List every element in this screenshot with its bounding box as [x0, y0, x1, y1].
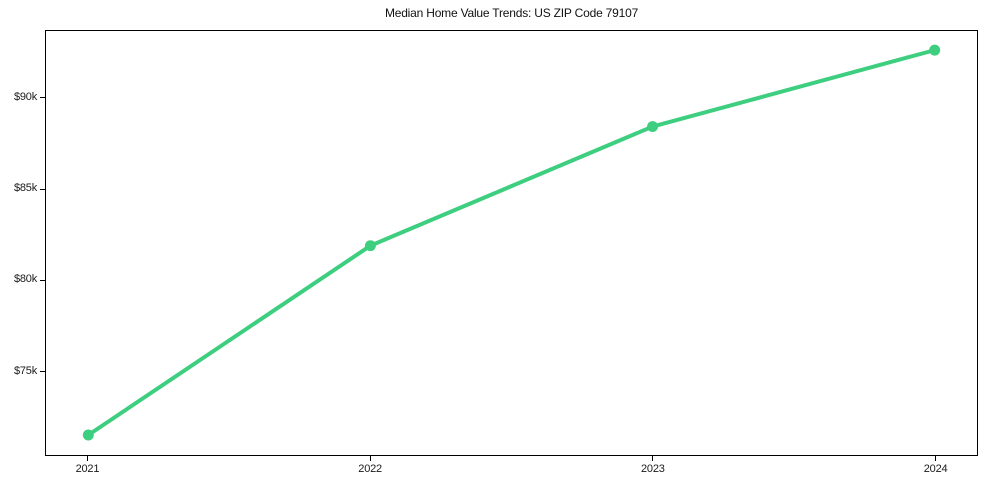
x-axis-tick [935, 456, 937, 461]
trend-line [86, 48, 937, 437]
x-tick-label: 2023 [641, 463, 665, 475]
x-axis-tick [86, 456, 88, 461]
y-axis-tick [40, 279, 45, 281]
data-point-marker [929, 44, 941, 56]
plot-area [45, 30, 978, 456]
y-tick-label: $90k [13, 90, 37, 103]
x-axis-tick [652, 456, 654, 461]
x-tick-label: 2022 [358, 463, 382, 475]
x-tick-label: 2021 [75, 463, 100, 475]
y-tick-label: $75k [13, 364, 37, 377]
trend-line-svg [82, 44, 941, 441]
data-point-marker [364, 240, 376, 252]
y-axis-tick [40, 188, 45, 190]
y-tick-label: $80k [13, 273, 37, 286]
y-axis-tick [40, 371, 45, 373]
data-point-marker [647, 121, 659, 133]
x-tick-label: 2024 [923, 463, 948, 475]
x-axis-tick [369, 456, 371, 461]
y-tick-label: $85k [13, 182, 37, 195]
y-axis-tick [40, 97, 45, 99]
data-point-marker [82, 429, 94, 441]
chart-title: Median Home Value Trends: US ZIP Code 79… [384, 6, 639, 20]
